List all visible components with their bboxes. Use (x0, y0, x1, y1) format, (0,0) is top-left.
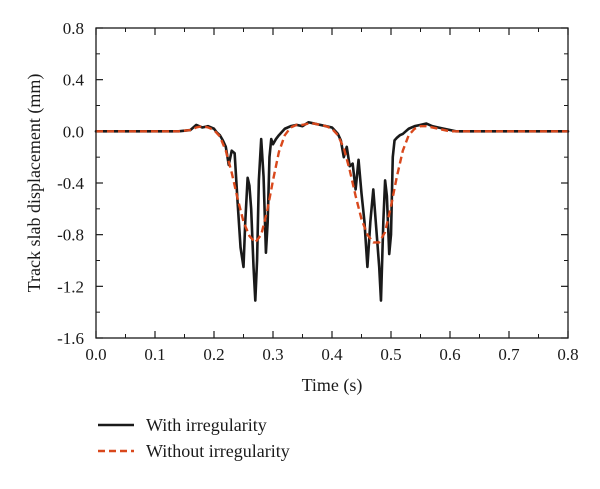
y-axis-title: Track slab displacement (mm) (24, 74, 45, 293)
y-tick-label: -1.6 (57, 329, 84, 348)
labels-layer: 0.0 0.1 0.2 0.3 0.4 0.5 0.6 0.7 0.8 0.8 0.4 0.0 -0.4… (57, 19, 579, 364)
legend-label-with-irregularity: With irregularity (146, 415, 267, 435)
x-tick-label: 0.8 (557, 345, 578, 364)
legend: With irregularity Without irregularity (98, 415, 290, 461)
series-layer (94, 120, 570, 302)
x-tick-label: 0.6 (439, 345, 460, 364)
plot-frame (95, 27, 569, 339)
legend-label-without-irregularity: Without irregularity (146, 441, 290, 461)
x-axis-title: Time (s) (302, 375, 363, 396)
x-tick-label: 0.1 (144, 345, 165, 364)
y-tick-label: 0.0 (63, 122, 84, 141)
y-tick-label: 0.8 (63, 19, 84, 38)
series-line-with-irregularity (94, 120, 570, 302)
x-tick-label: 0.4 (321, 345, 343, 364)
x-tick-label: 0.2 (203, 345, 224, 364)
y-tick-label: -1.2 (57, 277, 84, 296)
y-tick-label: 0.4 (63, 71, 85, 90)
x-tick-label: 0.3 (262, 345, 283, 364)
y-tick-label: -0.8 (57, 226, 84, 245)
y-tick-label: -0.4 (57, 174, 84, 193)
series-line-without-irregularity (96, 122, 568, 244)
x-tick-label: 0.7 (498, 345, 520, 364)
x-tick-label: 0.0 (85, 345, 106, 364)
ticks-layer (95, 27, 569, 339)
x-tick-label: 0.5 (380, 345, 401, 364)
